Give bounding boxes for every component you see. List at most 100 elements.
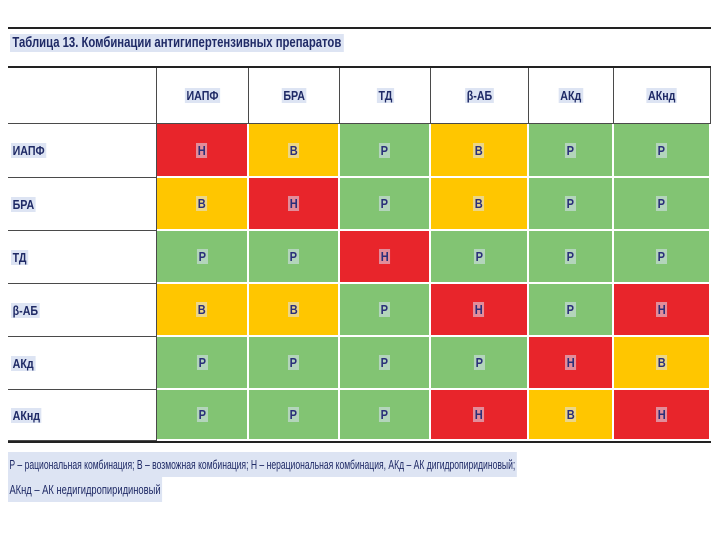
col-header-label: ИАПФ bbox=[184, 88, 221, 103]
table-cell: Р bbox=[157, 337, 249, 390]
row-header-label: БРА bbox=[11, 196, 36, 212]
col-header: БРА bbox=[249, 68, 340, 124]
table-cell: Н bbox=[157, 124, 249, 178]
table-cell: Р bbox=[340, 284, 431, 337]
title-rule bbox=[8, 66, 711, 68]
cell-value: Р bbox=[473, 355, 485, 370]
col-header: ИАПФ bbox=[157, 68, 249, 124]
cell-value: В bbox=[473, 196, 485, 211]
cell-value: Р bbox=[565, 302, 576, 317]
table-cell: Н bbox=[529, 337, 614, 390]
table-cell: В bbox=[614, 337, 711, 390]
table-cell: Р bbox=[529, 178, 614, 231]
cell-value: Р bbox=[379, 355, 390, 370]
table-cell: Р bbox=[431, 337, 529, 390]
col-header-label: АКд bbox=[558, 88, 584, 103]
cell-value: Р bbox=[379, 196, 390, 211]
cell-value: В bbox=[196, 196, 208, 211]
table-cell: Р bbox=[249, 337, 340, 390]
cell-value: Р bbox=[288, 355, 299, 370]
table-cell: Р bbox=[529, 124, 614, 178]
row-header-label: АКнд bbox=[11, 407, 42, 423]
table-cell: Н bbox=[249, 178, 340, 231]
table-cell: Р bbox=[157, 390, 249, 441]
cell-value: Н bbox=[564, 355, 577, 370]
cell-value: Р bbox=[288, 249, 299, 264]
cell-value: Н bbox=[287, 196, 300, 211]
cell-value: В bbox=[196, 302, 208, 317]
table-cell: Р bbox=[431, 231, 529, 284]
cell-value: Р bbox=[196, 407, 208, 422]
table-cell: Р bbox=[249, 390, 340, 441]
legend-line-1: Р – рациональная комбинация; В – возможн… bbox=[8, 452, 517, 477]
cell-value: Н bbox=[378, 249, 391, 264]
top-rule bbox=[8, 27, 711, 29]
col-header: β-АБ bbox=[431, 68, 529, 124]
table-cell: Р bbox=[340, 390, 431, 441]
cell-value: Р bbox=[196, 355, 208, 370]
table-cell: Н bbox=[431, 390, 529, 441]
table-cell: Р bbox=[340, 124, 431, 178]
table-cell: Р bbox=[614, 178, 711, 231]
cell-value: В bbox=[287, 142, 300, 158]
cell-value: Р bbox=[379, 407, 390, 422]
cell-value: Р bbox=[656, 196, 667, 211]
cell-value: В bbox=[473, 142, 485, 158]
row-header-label: ТД bbox=[11, 249, 29, 265]
table-cell: В bbox=[431, 124, 529, 178]
table-cell: В bbox=[249, 284, 340, 337]
row-header-label: АКд bbox=[11, 355, 36, 371]
table-cell: Р bbox=[340, 337, 431, 390]
table-cell: Н bbox=[614, 284, 711, 337]
col-header: ТД bbox=[340, 68, 431, 124]
cell-value: Р bbox=[379, 142, 390, 158]
cell-value: В bbox=[287, 302, 300, 317]
row-header: ИАПФ bbox=[8, 124, 157, 178]
col-header: АКд bbox=[529, 68, 614, 124]
cell-value: Р bbox=[379, 302, 390, 317]
row-header: АКнд bbox=[8, 390, 157, 441]
bottom-rule bbox=[8, 441, 711, 443]
col-header-label: АКнд bbox=[646, 88, 678, 103]
row-header: БРА bbox=[8, 178, 157, 231]
combination-table: ИАПФ БРА ТД β-АБ АКд АКнд ИАПФ Н В Р В Р… bbox=[8, 68, 711, 441]
table-corner bbox=[8, 68, 157, 124]
col-header-label: β-АБ bbox=[465, 88, 494, 103]
table-cell: Р bbox=[529, 231, 614, 284]
row-header: АКд bbox=[8, 337, 157, 390]
table-cell: Р bbox=[614, 124, 711, 178]
table-cell: Р bbox=[249, 231, 340, 284]
cell-value: Р bbox=[288, 407, 299, 422]
cell-value: Н bbox=[473, 407, 485, 422]
cell-value: В bbox=[564, 407, 577, 422]
table-cell: В bbox=[431, 178, 529, 231]
table-cell: В bbox=[157, 284, 249, 337]
table-cell: В bbox=[249, 124, 340, 178]
col-header: АКнд bbox=[614, 68, 711, 124]
legend-line-2: АКнд – АК недигидропиридиновый bbox=[8, 477, 163, 502]
table-cell: Н bbox=[431, 284, 529, 337]
table-cell: Н bbox=[614, 390, 711, 441]
row-header-label: ИАПФ bbox=[11, 143, 47, 158]
cell-value: Р bbox=[565, 249, 576, 264]
table-cell: Р bbox=[157, 231, 249, 284]
cell-value: В bbox=[655, 355, 668, 370]
row-header: ТД bbox=[8, 231, 157, 284]
table-cell: В bbox=[529, 390, 614, 441]
col-header-label: ТД bbox=[376, 88, 394, 103]
row-header: β-АБ bbox=[8, 284, 157, 337]
cell-value: Н bbox=[655, 302, 668, 317]
cell-value: Р bbox=[656, 142, 667, 158]
table-cell: В bbox=[157, 178, 249, 231]
cell-value: Р bbox=[565, 196, 576, 211]
table-cell: Р bbox=[614, 231, 711, 284]
cell-value: Р bbox=[656, 249, 667, 264]
table-cell: Р bbox=[340, 178, 431, 231]
table-cell: Н bbox=[340, 231, 431, 284]
cell-value: Н bbox=[655, 407, 668, 422]
cell-value: Р bbox=[565, 142, 576, 158]
cell-value: Р bbox=[196, 249, 208, 264]
table-legend: Р – рациональная комбинация; В – возможн… bbox=[8, 452, 711, 502]
cell-value: Р bbox=[473, 249, 485, 264]
